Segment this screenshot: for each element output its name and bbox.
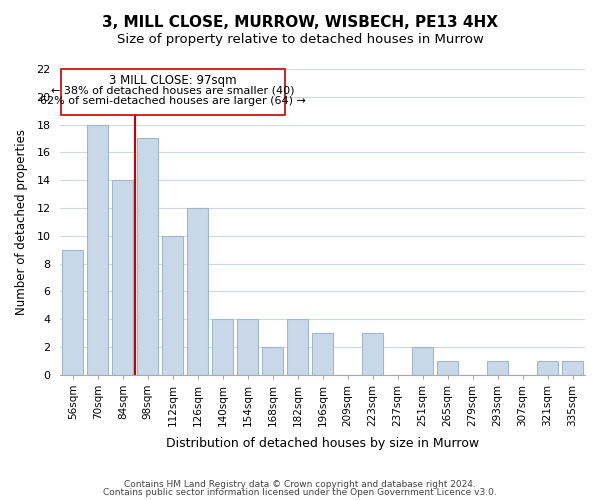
Text: ← 38% of detached houses are smaller (40): ← 38% of detached houses are smaller (40…: [51, 86, 295, 96]
Bar: [437, 361, 458, 374]
Bar: [487, 361, 508, 374]
Bar: [212, 319, 233, 374]
Text: Contains HM Land Registry data © Crown copyright and database right 2024.: Contains HM Land Registry data © Crown c…: [124, 480, 476, 489]
FancyBboxPatch shape: [61, 69, 285, 115]
Bar: [237, 319, 259, 374]
Bar: [262, 347, 283, 374]
Bar: [87, 124, 109, 374]
Text: Contains public sector information licensed under the Open Government Licence v3: Contains public sector information licen…: [103, 488, 497, 497]
Y-axis label: Number of detached properties: Number of detached properties: [15, 129, 28, 315]
Bar: [187, 208, 208, 374]
Bar: [362, 333, 383, 374]
Bar: [412, 347, 433, 374]
Bar: [312, 333, 333, 374]
Text: Size of property relative to detached houses in Murrow: Size of property relative to detached ho…: [116, 32, 484, 46]
Text: 3 MILL CLOSE: 97sqm: 3 MILL CLOSE: 97sqm: [109, 74, 237, 88]
Bar: [537, 361, 558, 374]
Bar: [112, 180, 133, 374]
Text: 3, MILL CLOSE, MURROW, WISBECH, PE13 4HX: 3, MILL CLOSE, MURROW, WISBECH, PE13 4HX: [102, 15, 498, 30]
X-axis label: Distribution of detached houses by size in Murrow: Distribution of detached houses by size …: [166, 437, 479, 450]
Text: 62% of semi-detached houses are larger (64) →: 62% of semi-detached houses are larger (…: [40, 96, 306, 106]
Bar: [62, 250, 83, 374]
Bar: [562, 361, 583, 374]
Bar: [287, 319, 308, 374]
Bar: [162, 236, 184, 374]
Bar: [137, 138, 158, 374]
